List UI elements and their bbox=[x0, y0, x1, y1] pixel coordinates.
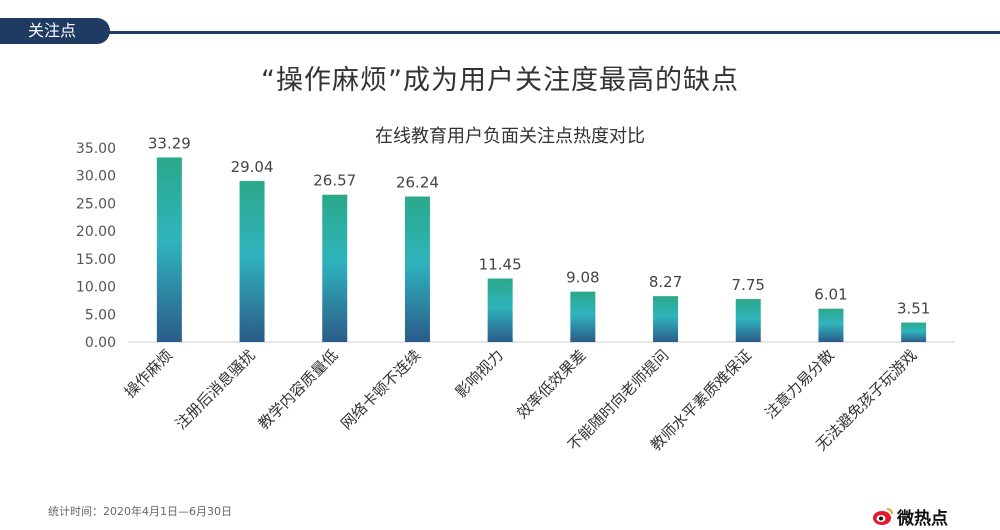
bar-value-label: 7.75 bbox=[732, 276, 765, 294]
x-category-label: 注册后消息骚扰 bbox=[172, 346, 259, 433]
bar-value-label: 11.45 bbox=[479, 256, 522, 274]
bar bbox=[239, 181, 265, 342]
bar-value-label: 26.57 bbox=[313, 172, 356, 190]
bar-value-label: 8.27 bbox=[649, 273, 682, 291]
y-tick-label: 35.00 bbox=[76, 141, 116, 157]
x-category-label: 效率低效果差 bbox=[513, 346, 589, 422]
section-tag: 关注点 bbox=[0, 18, 110, 44]
bar-value-label: 3.51 bbox=[897, 300, 930, 318]
y-tick-label: 30.00 bbox=[76, 169, 116, 185]
bar bbox=[487, 278, 513, 342]
bar-value-label: 29.04 bbox=[231, 158, 274, 176]
weibo-eye-icon bbox=[873, 507, 893, 525]
bar bbox=[404, 196, 430, 342]
y-axis: 0.00 5.00 10.00 15.00 20.00 25.00 30.00 35.00 bbox=[76, 141, 116, 351]
y-tick-label: 5.00 bbox=[85, 307, 116, 323]
bar bbox=[818, 308, 844, 342]
x-category-label: 教学内容质量低 bbox=[255, 346, 342, 433]
bar bbox=[735, 299, 761, 342]
y-tick-label: 15.00 bbox=[76, 252, 116, 268]
bar-value-label: 9.08 bbox=[566, 269, 599, 287]
bar bbox=[901, 322, 927, 342]
y-tick-label: 25.00 bbox=[76, 196, 116, 212]
brand-logo: 微热点 bbox=[872, 503, 982, 530]
bar bbox=[570, 291, 596, 342]
y-tick-label: 0.00 bbox=[85, 335, 116, 351]
bars-group: 33.29 操作麻烦 29.04 注册后消息骚扰 26.57 教学内容质量低 26.24 网络… bbox=[121, 134, 930, 454]
y-tick-label: 10.00 bbox=[76, 280, 116, 296]
footer-note: 统计时间：2020年4月1日—6月30日 bbox=[48, 505, 232, 518]
bar bbox=[322, 194, 348, 342]
chart-title: 在线教育用户负面关注点热度对比 bbox=[375, 126, 645, 147]
x-category-label: 操作麻烦 bbox=[121, 346, 176, 401]
x-category-label: 影响视力 bbox=[452, 346, 507, 401]
bar bbox=[156, 157, 182, 342]
page-headline: “操作麻烦”成为用户关注度最高的缺点 bbox=[261, 65, 739, 96]
header-rule bbox=[0, 31, 1000, 34]
bar-chart: 在线教育用户负面关注点热度对比 0.00 5.00 10.00 15.00 20.00 2… bbox=[76, 126, 955, 454]
brand-name: 微热点 bbox=[897, 509, 948, 529]
x-category-label: 网络卡顿不连续 bbox=[337, 346, 424, 433]
bar-value-label: 6.01 bbox=[814, 286, 847, 304]
y-tick-label: 20.00 bbox=[76, 224, 116, 240]
bar-value-label: 33.29 bbox=[148, 134, 191, 152]
bar-value-label: 26.24 bbox=[396, 174, 439, 192]
x-category-label: 注意力易分散 bbox=[761, 346, 837, 422]
bar bbox=[653, 296, 679, 342]
